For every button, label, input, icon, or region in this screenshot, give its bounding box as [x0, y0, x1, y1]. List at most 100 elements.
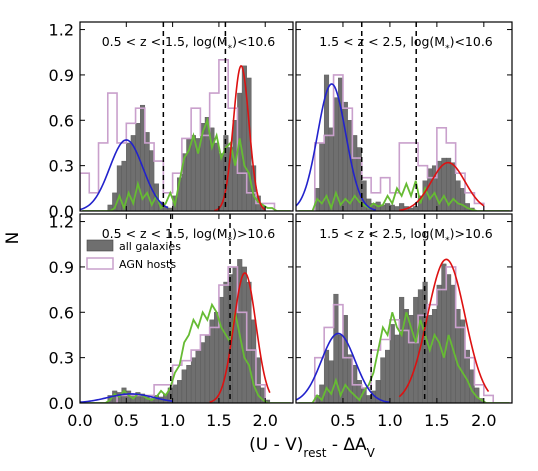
bar-all-galaxies	[427, 315, 433, 403]
bar-all-galaxies	[399, 296, 405, 403]
bar-all-galaxies	[328, 360, 334, 403]
bar-all-galaxies	[413, 296, 419, 403]
y-tick-label: 0.0	[49, 394, 74, 413]
bar-all-galaxies	[474, 387, 480, 403]
bar-all-galaxies	[204, 334, 210, 403]
y-tick-label: 1.2	[49, 21, 74, 40]
y-tick-label: 0.6	[49, 303, 74, 322]
panels: 0.5 < z < 1.5, log(M*)<10.6 1.5 < z < 2.5…	[79, 21, 513, 404]
blue-gaussian-fit	[80, 139, 169, 211]
panel-3: 0.5 < z < 1.5, log(M*)>10.6	[79, 213, 294, 404]
y-tick-label: 0.0	[49, 202, 74, 221]
bar-all-galaxies	[214, 142, 220, 211]
panel-title-main: 0.5 < z < 1.5, log(M	[102, 226, 228, 241]
bar-all-galaxies	[460, 188, 466, 211]
panel-title-sub: *	[445, 44, 450, 54]
bar-all-galaxies	[190, 135, 196, 211]
bar-all-galaxies	[394, 334, 400, 403]
panel-2: 1.5 < z < 2.5, log(M*)<10.6	[295, 21, 513, 212]
y-tick-label: 0.6	[49, 111, 74, 130]
panel-frame	[295, 21, 513, 212]
bar-all-galaxies	[385, 203, 391, 211]
x-tick-label: 1.0	[160, 411, 185, 430]
legend-label-agn-hosts: AGN hosts	[119, 258, 176, 271]
legend-swatch-agn-hosts	[86, 257, 114, 270]
y-tick-label: 1.2	[49, 213, 74, 232]
x-tick-label: 2.0	[252, 411, 277, 430]
panel-title-tail: )<10.6	[232, 34, 275, 49]
x-axis-label-main: (U - V)	[249, 435, 303, 455]
bar-all-galaxies	[135, 123, 141, 211]
bar-all-galaxies	[116, 165, 122, 211]
bar-all-galaxies	[455, 180, 461, 211]
panel-title-sub: *	[228, 44, 233, 54]
y-tick-label: 0.9	[49, 258, 74, 277]
panel-title: 0.5 < z < 1.5, log(M*)>10.6	[102, 226, 276, 246]
green-line	[298, 312, 510, 403]
x-axis-label: (U - V)rest - ΔAV	[249, 435, 376, 460]
agn-hosts-step	[80, 59, 293, 211]
panel-1-plot-area	[80, 22, 293, 211]
x-tick-label: 0.5	[114, 411, 139, 430]
x-tick-label: 0.5	[330, 411, 355, 430]
bar-all-galaxies	[186, 365, 192, 403]
bar-all-galaxies	[172, 384, 178, 403]
bar-all-galaxies	[223, 281, 229, 403]
panel-title-sub: *	[228, 236, 233, 246]
panel-title-main: 1.5 < z < 2.5, log(M	[319, 34, 445, 49]
panel-title-sub: *	[445, 236, 450, 246]
panel-4: 1.5 < z < 2.5, log(M*)>10.6	[295, 213, 513, 404]
red-gaussian-fit	[214, 64, 266, 211]
bar-all-galaxies	[149, 150, 155, 211]
bar-all-galaxies	[195, 349, 201, 403]
bar-all-galaxies	[413, 206, 419, 211]
panel-title-tail: )<10.6	[450, 34, 493, 49]
x-tick-label: 2.0	[471, 411, 496, 430]
blue-gaussian-fit	[296, 332, 391, 403]
red-gaussian-fit	[209, 272, 271, 403]
legend-label-all-galaxies: all galaxies	[119, 240, 181, 253]
panel-2-plot-area	[296, 22, 512, 211]
panel-4-plot-area	[296, 214, 512, 403]
bar-all-galaxies	[380, 357, 386, 403]
x-axis-label-tail: - ΔA	[326, 435, 367, 455]
panel-frame	[295, 213, 513, 404]
x-tick-label: 1.5	[206, 411, 231, 430]
bar-all-galaxies	[181, 369, 187, 403]
x-axis-label-sub: rest	[303, 446, 326, 460]
green-line	[82, 116, 291, 211]
panel-title-main: 0.5 < z < 1.5, log(M	[102, 34, 228, 49]
panel-title: 0.5 < z < 1.5, log(M*)<10.6	[102, 34, 276, 54]
blue-gaussian-fit	[80, 393, 173, 403]
panel-title-main: 1.5 < z < 2.5, log(M	[319, 226, 445, 241]
green-line	[298, 180, 510, 211]
bar-all-galaxies	[431, 309, 438, 403]
panel-frame	[79, 21, 294, 212]
legend-swatch-all-galaxies	[86, 239, 114, 252]
y-tick-label: 0.3	[49, 157, 74, 176]
bar-all-galaxies	[190, 357, 196, 403]
red-gaussian-fit	[398, 258, 490, 398]
bar-all-galaxies	[177, 380, 183, 403]
blue-gaussian-fit	[296, 83, 377, 211]
tick-labels: 0.00.30.60.91.20.00.30.60.91.20.0 0.5 1.0 1…	[49, 21, 497, 430]
panel-title: 1.5 < z < 2.5, log(M*)>10.6	[319, 226, 493, 246]
x-tick-label: 1.5	[424, 411, 449, 430]
red-gaussian-fit	[399, 161, 485, 211]
y-axis-label: N	[3, 232, 23, 245]
bar-all-galaxies	[389, 204, 395, 211]
bar-all-galaxies	[394, 206, 400, 211]
x-axis-label-tail-sub: V	[367, 446, 376, 460]
y-tick-label: 0.3	[49, 349, 74, 368]
panel-title: 1.5 < z < 2.5, log(M*)<10.6	[319, 34, 493, 54]
panel-1: 0.5 < z < 1.5, log(M*)<10.6	[79, 21, 294, 212]
bar-all-galaxies	[200, 342, 206, 403]
y-tick-label: 0.9	[49, 66, 74, 85]
panel-title-tail: )>10.6	[450, 226, 493, 241]
panel-3-plot-area	[80, 214, 293, 403]
legend: all galaxies AGN hosts	[86, 239, 181, 271]
x-tick-label: 1.0	[377, 411, 402, 430]
panel-frame	[79, 213, 294, 404]
x-tick-label: 0.0	[67, 411, 92, 430]
